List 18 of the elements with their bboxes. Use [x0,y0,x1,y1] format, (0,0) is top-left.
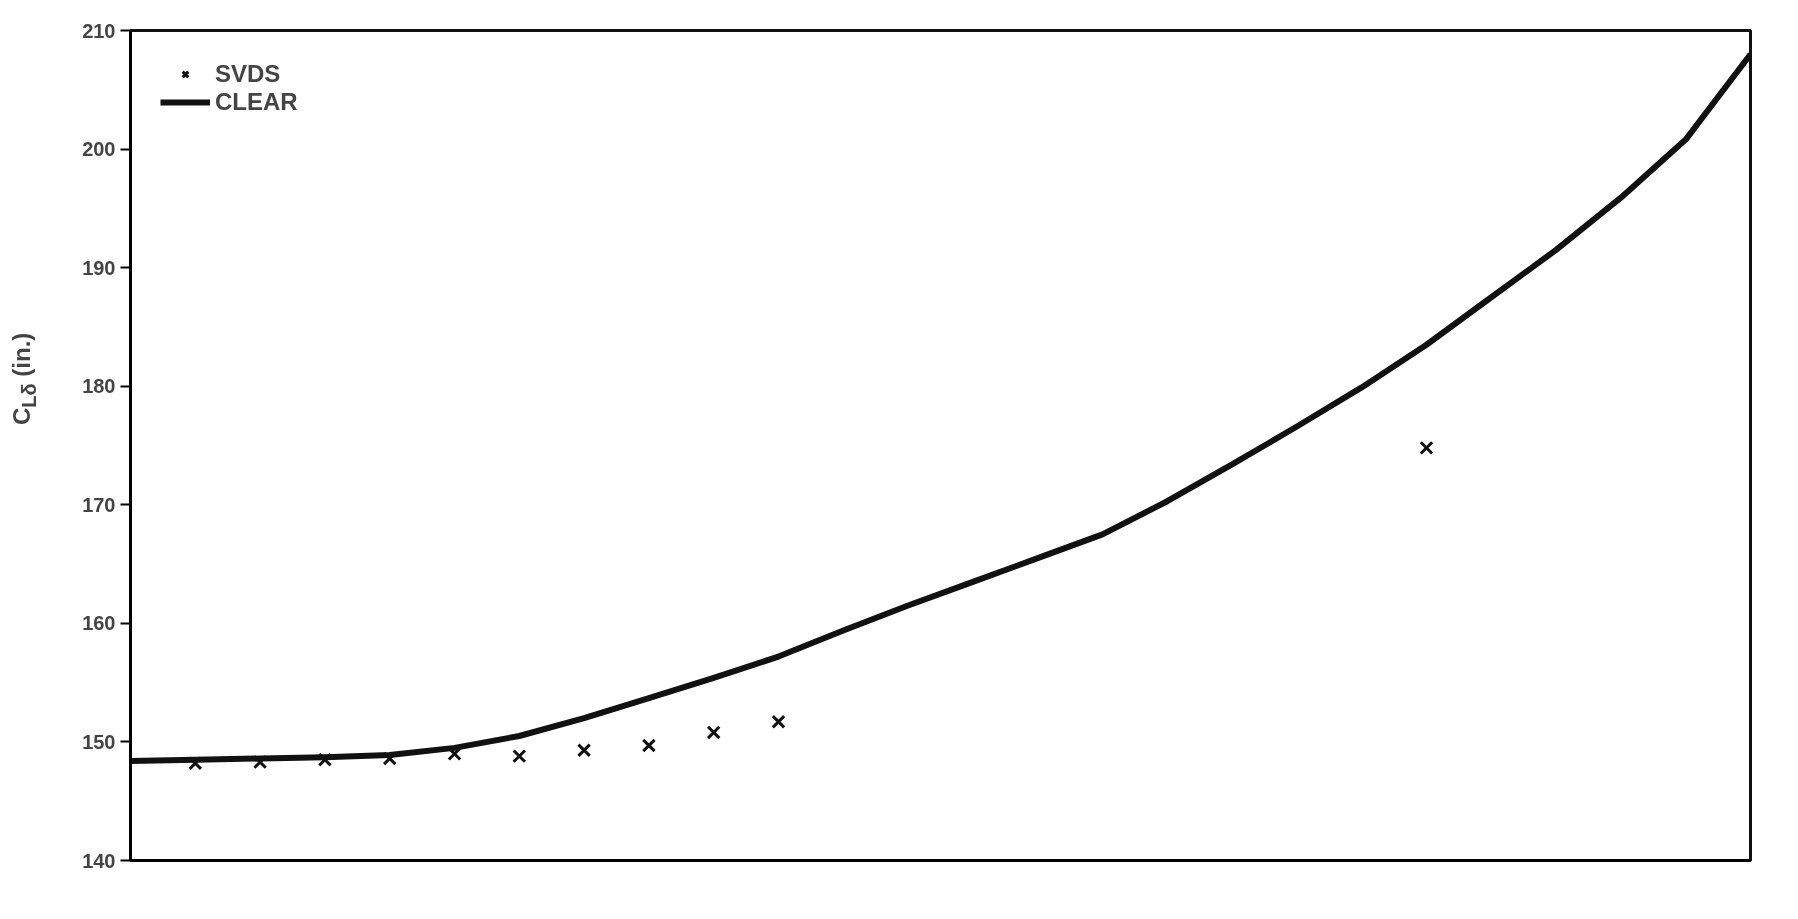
y-tick-label: 210 [82,19,116,42]
point [576,743,592,758]
legend-label: SVDS [215,60,281,88]
y-tick-label: 160 [82,612,116,635]
point [771,714,786,729]
point [1419,440,1434,456]
y-tick-label: 140 [82,849,116,872]
y-tick-label: 150 [82,730,116,753]
y-tick-label: 200 [82,138,116,161]
y-tick-label: 190 [82,256,116,279]
point [641,738,657,753]
point [317,752,333,767]
point [382,751,397,766]
point [512,749,527,764]
y-tick-label: 170 [82,493,116,516]
point [706,725,721,740]
y-tick-label: 180 [82,375,116,398]
legend-label: CLEAR [215,88,298,116]
